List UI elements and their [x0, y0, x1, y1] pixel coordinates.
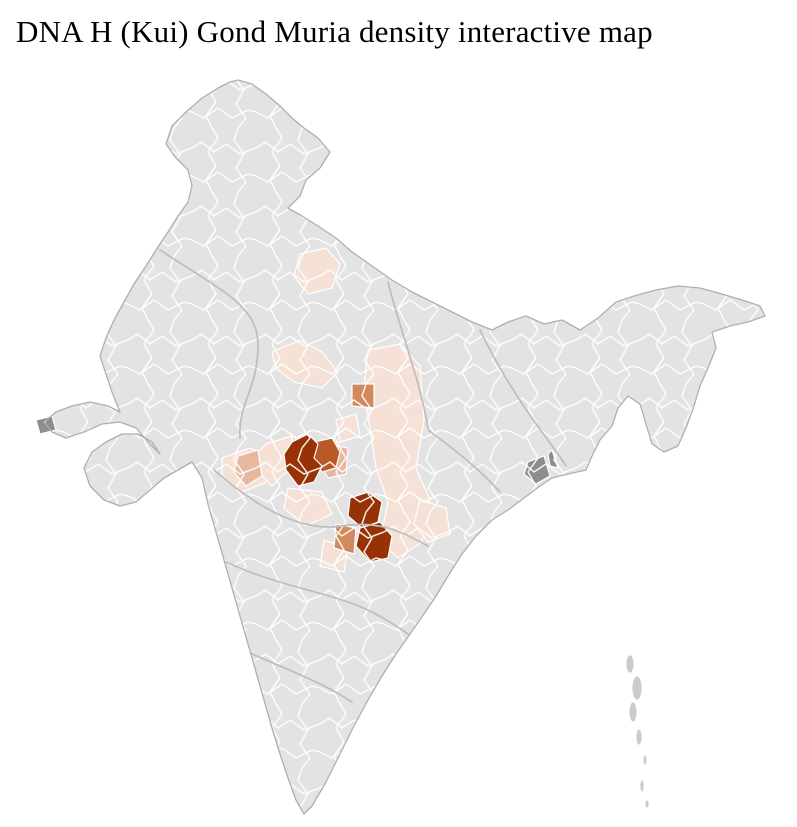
- state-boundaries: [159, 249, 567, 703]
- island[interactable]: [642, 754, 648, 766]
- page-title: DNA H (Kui) Gond Muria density interacti…: [16, 14, 653, 49]
- island[interactable]: [625, 654, 635, 674]
- island[interactable]: [628, 701, 638, 723]
- island[interactable]: [631, 675, 643, 701]
- island-chain: [625, 654, 650, 809]
- island[interactable]: [639, 779, 645, 793]
- island[interactable]: [644, 799, 650, 809]
- island[interactable]: [635, 728, 643, 746]
